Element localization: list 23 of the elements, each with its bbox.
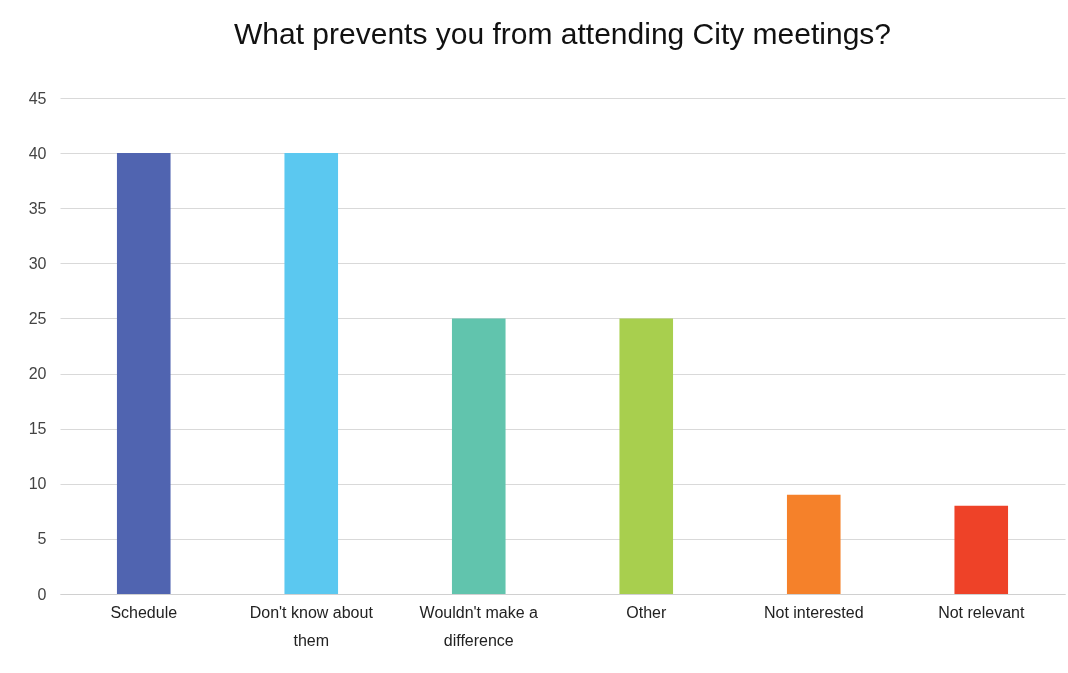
y-tick-label: 0 [37,585,47,603]
x-tick-label: Schedule [110,603,178,621]
x-tick-label: Don't know about them [249,603,374,649]
y-tick-label: 30 [28,254,47,272]
bar [451,318,506,594]
y-tick-label: 20 [28,365,47,383]
x-tick-label: Wouldn't make a difference [419,603,539,649]
y-tick-label: 40 [28,144,47,162]
y-tick-label: 15 [28,420,47,438]
bar [284,153,339,594]
x-tick-label: Not interested [763,603,864,621]
y-tick-label: 35 [28,199,47,217]
y-tick-label: 5 [37,530,47,548]
bar [786,494,841,594]
y-tick-label: 25 [28,309,47,327]
x-tick-label: Other [626,603,667,621]
bar [619,318,674,594]
y-tick-label: 10 [28,475,47,493]
chart-title: What prevents you from attending City meetings? [234,17,891,50]
bar [116,153,171,594]
y-tick-label: 45 [28,89,47,107]
bar [954,505,1009,594]
x-tick-label: Not relevant [938,603,1025,621]
